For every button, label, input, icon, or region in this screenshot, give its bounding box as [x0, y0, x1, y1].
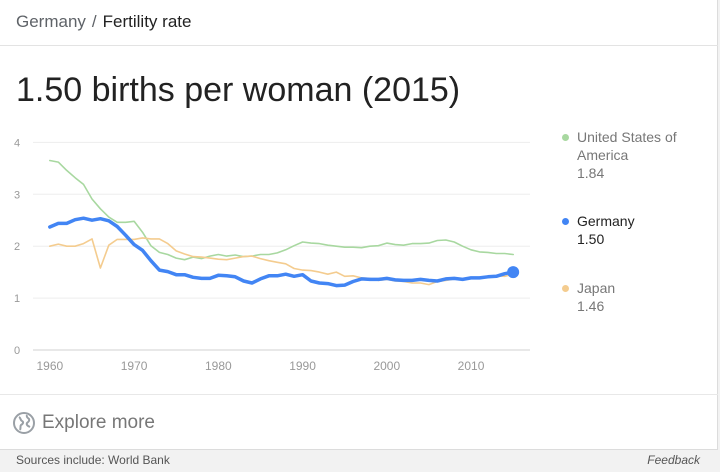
y-tick-label: 2 — [14, 241, 20, 253]
legend-value: 1.84 — [577, 165, 605, 181]
legend-item-usa[interactable]: United States of America 1.84 — [562, 128, 712, 182]
series-line-germany — [48, 216, 515, 288]
knowledge-card: Germany / Fertility rate 1.50 births per… — [0, 0, 718, 450]
breadcrumb-separator: / — [91, 12, 97, 31]
x-tick-label: 1980 — [205, 359, 232, 370]
x-tick-label: 1990 — [289, 359, 316, 370]
y-tick-label: 0 — [14, 345, 20, 357]
y-tick-label: 3 — [14, 189, 20, 201]
legend-label: United States of — [577, 129, 677, 145]
legend-label: Germany — [577, 213, 635, 229]
y-tick-label: 1 — [14, 293, 20, 305]
legend-item-japan[interactable]: Japan 1.46 — [562, 279, 712, 315]
breadcrumb: Germany / Fertility rate — [16, 10, 191, 34]
legend-label: Japan — [577, 280, 616, 296]
legend-dot — [562, 285, 569, 292]
series-line-united-states-of-america — [48, 159, 515, 261]
legend-item-germany[interactable]: Germany 1.50 — [562, 212, 712, 248]
headline-value: 1.50 births per woman (2015) — [16, 71, 461, 109]
breadcrumb-country-link[interactable]: Germany — [16, 12, 86, 31]
globe-icon — [13, 412, 35, 434]
x-tick-label: 2010 — [458, 359, 485, 370]
legend-dot — [562, 218, 569, 225]
explore-more-button[interactable]: Explore more — [12, 408, 155, 438]
latest-point-marker — [507, 266, 520, 279]
explore-more-label: Explore more — [42, 412, 155, 433]
legend-value: 1.50 — [577, 231, 605, 247]
sources-text: Sources include: World Bank — [16, 453, 170, 467]
legend-value: 1.46 — [577, 298, 605, 314]
breadcrumb-current: Fertility rate — [102, 12, 192, 31]
x-tick-label: 1970 — [121, 359, 148, 370]
x-tick-label: 1960 — [36, 359, 63, 370]
fertility-line-chart[interactable]: 0 1 2 3 4 1960 1970 1980 1990 2000 2010 — [0, 120, 550, 370]
legend-dot — [562, 134, 569, 141]
feedback-link[interactable]: Feedback — [647, 453, 700, 467]
x-tick-label: 2000 — [373, 359, 400, 370]
header-divider — [0, 45, 718, 46]
y-tick-label: 4 — [14, 137, 20, 149]
footer-divider — [0, 394, 718, 395]
series-line-japan — [48, 237, 515, 286]
legend-label: America — [577, 147, 629, 163]
